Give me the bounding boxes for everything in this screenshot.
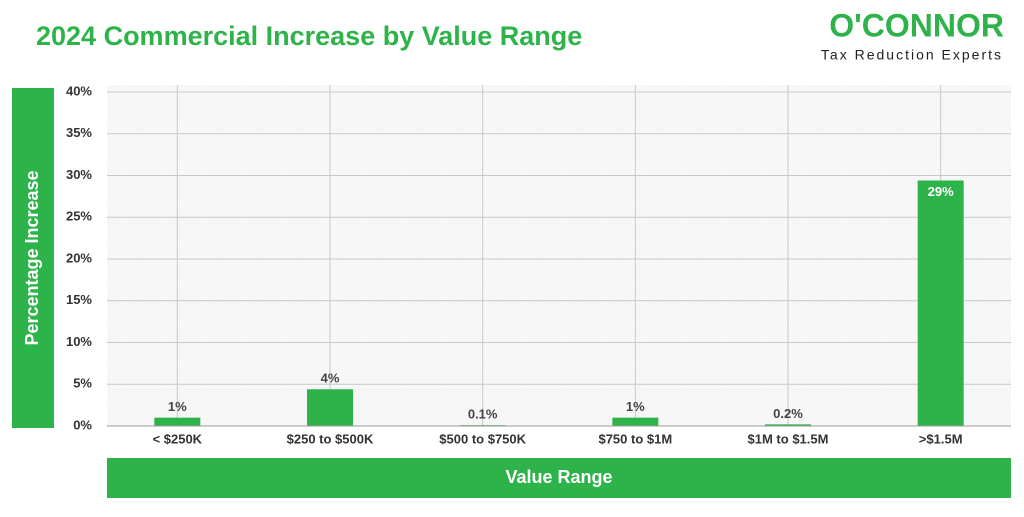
x-axis-title: Value Range [505, 467, 612, 487]
x-tick-label: $1M to $1.5M [748, 431, 829, 446]
x-tick-label: $500 to $750K [439, 431, 526, 446]
y-tick-label: 0% [73, 417, 92, 432]
x-tick-label: $750 to $1M [598, 431, 672, 446]
y-tick-label: 10% [66, 334, 92, 349]
y-tick-label: 25% [66, 209, 92, 224]
logo-tagline: Tax Reduction Experts [821, 47, 1003, 63]
minor-grid [107, 85, 1011, 426]
value-label: 29% [928, 184, 954, 199]
y-tick-label: 30% [66, 167, 92, 182]
value-label: 1% [626, 399, 645, 414]
y-tick-label: 40% [66, 83, 92, 98]
y-tick-label: 15% [66, 292, 92, 307]
value-label: 0.1% [468, 407, 498, 422]
x-title-box [107, 458, 1011, 498]
bar [154, 417, 201, 426]
x-tick-label: $250 to $500K [287, 431, 374, 446]
bar [612, 417, 659, 426]
bar [307, 389, 353, 426]
y-axis-title: Percentage Increase [22, 170, 42, 345]
x-tick-label: >$1.5M [919, 431, 963, 446]
bar [765, 424, 811, 426]
y-tick-label: 35% [66, 125, 92, 140]
y-tick-label: 20% [66, 250, 92, 265]
y-title-box [12, 88, 54, 428]
chart-title: 2024 Commercial Increase by Value Range [36, 21, 582, 51]
y-tick-label: 5% [73, 376, 92, 391]
x-tick-label: < $250K [153, 431, 203, 446]
bar [917, 180, 964, 426]
value-label: 4% [321, 371, 340, 386]
value-label: 1% [168, 399, 187, 414]
logo-name: O'CONNOR [829, 7, 1004, 43]
value-label: 0.2% [773, 406, 803, 421]
